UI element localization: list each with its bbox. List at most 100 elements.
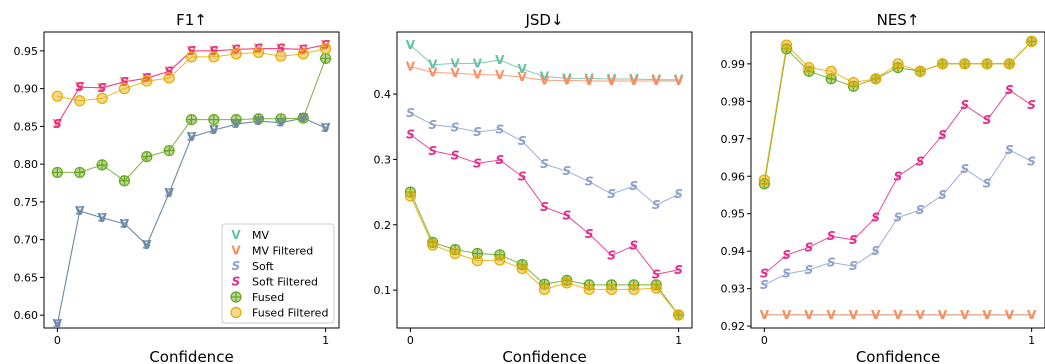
data-point: V <box>982 308 992 322</box>
data-point: S <box>473 125 482 139</box>
data-point: S <box>321 38 330 52</box>
axes-frame <box>750 31 1045 329</box>
data-point: V <box>893 308 903 322</box>
x-axis-label: Confidence <box>149 348 233 364</box>
data-point <box>1003 58 1015 70</box>
data-point: V <box>849 308 859 322</box>
data-point: V <box>165 186 175 200</box>
y-tick-label: 0.95 <box>14 45 39 58</box>
legend-box <box>221 223 335 324</box>
y-tick-label: 0.3 <box>374 153 392 166</box>
data-point <box>275 113 287 125</box>
data-point <box>583 283 595 296</box>
data-point <box>561 277 573 289</box>
data-point: V <box>938 308 948 322</box>
data-point: S <box>849 259 858 273</box>
data-point: V <box>652 73 662 87</box>
data-point: V <box>495 53 505 67</box>
data-point: V <box>450 66 460 80</box>
series-line <box>56 117 326 325</box>
data-point: V <box>142 238 152 252</box>
data-point <box>494 254 506 266</box>
data-point: V <box>518 70 528 84</box>
data-point <box>404 190 417 202</box>
data-point: V <box>871 308 881 322</box>
series-line <box>57 48 326 102</box>
data-point: S <box>805 263 814 277</box>
data-point: S <box>495 122 504 136</box>
data-point: V <box>629 74 639 88</box>
data-point <box>803 61 815 74</box>
data-point: V <box>53 317 63 331</box>
data-point: S <box>630 239 639 253</box>
data-point <box>275 50 287 62</box>
data-point: S <box>210 44 219 58</box>
data-point: S <box>782 267 791 281</box>
data-point: S <box>142 71 151 85</box>
y-tick-label: 0.96 <box>721 170 746 183</box>
chart-title: NES↑ <box>877 11 920 29</box>
x-tick-label: 1 <box>322 334 329 347</box>
data-point: S <box>165 64 174 78</box>
data-point: S <box>428 144 437 158</box>
data-point: S <box>960 162 969 176</box>
data-point <box>427 236 439 249</box>
data-point: V <box>916 308 926 322</box>
series-fused-filtered <box>758 35 1038 186</box>
data-point <box>96 159 108 171</box>
data-point <box>74 166 86 179</box>
chart-panel-1: F1↑ 0.60 0.65 0.70 0.75 0.80 0.85 0.90 0.95 0 1 Con… <box>14 11 340 364</box>
y-tick-label: 0.65 <box>14 271 39 284</box>
data-point: S <box>760 267 769 281</box>
data-point: V <box>607 72 617 86</box>
data-point: V <box>629 72 639 86</box>
data-point <box>252 46 265 58</box>
data-point <box>892 58 904 70</box>
data-point: V <box>299 111 309 125</box>
data-point <box>427 239 439 251</box>
data-point: S <box>1027 154 1036 168</box>
data-point: V <box>585 71 595 85</box>
data-point: V <box>254 114 264 128</box>
axes-frame <box>43 31 340 329</box>
y-tick-label: 0.95 <box>721 208 746 221</box>
data-point <box>914 65 926 77</box>
data-point: S <box>960 98 969 112</box>
data-point: V <box>495 68 505 82</box>
data-point: S <box>75 80 84 94</box>
data-point: S <box>983 177 992 191</box>
data-point: S <box>983 113 992 127</box>
data-point: V <box>804 308 814 322</box>
data-point <box>141 75 153 87</box>
series-fused-filtered <box>51 43 332 107</box>
data-point <box>163 72 175 84</box>
data-point: S <box>120 75 129 89</box>
legend-marker: V <box>231 228 241 242</box>
data-point: V <box>540 69 550 83</box>
data-point: V <box>75 204 85 218</box>
data-point: S <box>652 198 661 212</box>
data-point: S <box>428 118 437 132</box>
data-point <box>870 73 882 85</box>
x-tick-label: 0 <box>407 334 414 347</box>
data-point: V <box>1005 308 1015 322</box>
data-point: V <box>209 123 219 137</box>
series-line <box>410 44 679 81</box>
data-point: S <box>894 210 903 224</box>
data-point: S <box>187 44 196 58</box>
x-tick-label: 0 <box>761 334 768 347</box>
data-point: S <box>451 120 460 134</box>
y-tick-label: 0.1 <box>374 284 392 297</box>
data-point: V <box>321 121 331 135</box>
data-point <box>672 309 685 321</box>
y-tick-label: 0.92 <box>721 320 746 333</box>
series-line <box>56 44 326 125</box>
legend-label: Soft <box>252 260 274 273</box>
series-line <box>763 41 1032 181</box>
data-point: V <box>540 73 550 87</box>
y-tick-label: 0.85 <box>14 120 39 133</box>
